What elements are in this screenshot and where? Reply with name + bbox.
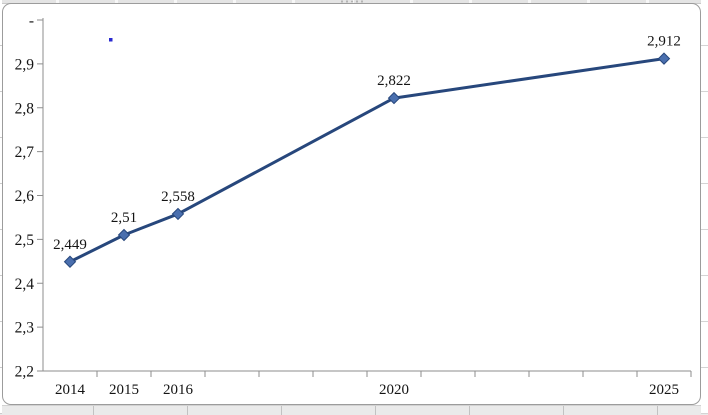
sheet-edge-right — [701, 0, 708, 414]
x-tick-label: 2020 — [379, 382, 409, 398]
data-point-marker[interactable] — [171, 207, 185, 221]
sheet-edge-left — [0, 0, 2, 414]
y-tick-label: 2,8 — [15, 100, 35, 117]
y-tick-label: 2,3 — [15, 320, 35, 337]
data-label: 2,51 — [111, 210, 137, 226]
selection-handle-dot — [341, 0, 343, 3]
selection-handle-dot — [361, 0, 363, 3]
selection-handle-dot — [351, 0, 353, 3]
x-tick-label: 2025 — [649, 382, 679, 398]
y-tick-label: 2,6 — [15, 188, 35, 205]
data-label: 2,558 — [161, 189, 195, 205]
selection-handle-dot — [356, 0, 358, 3]
y-tick-label: 2,7 — [15, 144, 35, 161]
data-label: 2,449 — [53, 237, 87, 253]
x-tick-label: 2014 — [55, 382, 86, 398]
x-tick-label: 2015 — [109, 382, 139, 398]
stray-blue-dot — [109, 38, 113, 42]
data-point-marker[interactable] — [387, 91, 401, 105]
y-tick-label: 2,2 — [15, 364, 34, 381]
y-tick-label: 2,4 — [15, 276, 35, 293]
data-point-marker[interactable] — [657, 52, 671, 65]
data-label: 2,822 — [377, 73, 411, 89]
selection-handle-dot — [346, 0, 348, 3]
x-tick-label: 2016 — [163, 382, 194, 398]
sheet-edge-bottom — [0, 405, 708, 415]
series-line — [68, 57, 666, 264]
data-label: 2,912 — [647, 34, 681, 50]
y-tick-label: - — [29, 13, 34, 30]
y-tick-label: 2,9 — [15, 56, 35, 73]
data-point-marker[interactable] — [63, 255, 77, 268]
data-point-marker[interactable] — [117, 228, 131, 242]
y-tick-label: 2,5 — [15, 232, 35, 249]
